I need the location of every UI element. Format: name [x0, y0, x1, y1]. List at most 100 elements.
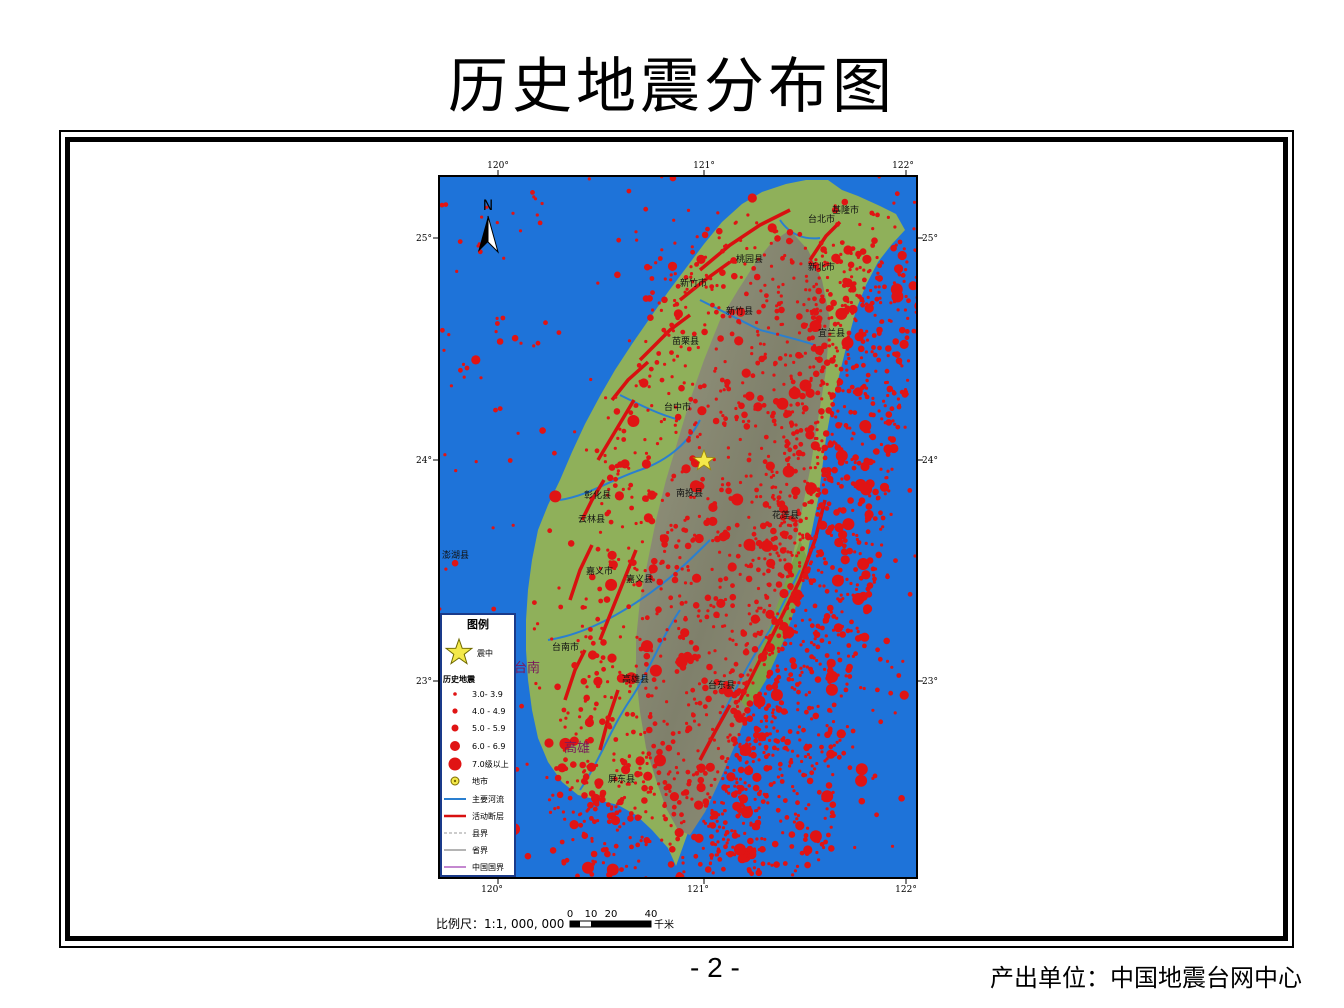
- quake-dot: [646, 751, 652, 757]
- quake-dot: [530, 190, 535, 195]
- quake-dot: [755, 329, 760, 334]
- quake-dot: [610, 815, 621, 826]
- quake-dot: [800, 670, 804, 675]
- quake-dot: [804, 807, 808, 811]
- quake-dot: [692, 719, 697, 723]
- quake-dot: [855, 583, 860, 587]
- quake-dot: [824, 653, 830, 658]
- quake-dot: [669, 273, 673, 277]
- quake-dot: [674, 765, 679, 770]
- quake-dot: [768, 505, 772, 509]
- quake-dot: [662, 679, 666, 683]
- quake-dot: [868, 494, 872, 498]
- quake-dot: [578, 813, 582, 817]
- quake-dot: [808, 618, 812, 622]
- quake-dot: [661, 327, 667, 333]
- quake-dot: [491, 606, 497, 612]
- quake-dot: [856, 540, 862, 545]
- quake-dot: [857, 563, 861, 567]
- quake-dot: [540, 201, 544, 206]
- quake-dot: [770, 527, 777, 535]
- quake-dot: [685, 287, 689, 291]
- quake-dot: [779, 588, 789, 599]
- quake-dot: [771, 418, 777, 424]
- quake-dot: [881, 525, 885, 529]
- quake-dot: [613, 446, 617, 450]
- outer-frame: [59, 130, 1294, 948]
- quake-dot: [725, 487, 732, 495]
- quake-dot: [737, 733, 741, 737]
- quake-dot: [838, 738, 842, 742]
- quake-dot: [700, 476, 705, 482]
- quake-dot: [721, 826, 726, 830]
- quake-dot: [792, 820, 797, 824]
- quake-dot: [829, 392, 836, 399]
- quake-dot: [697, 723, 701, 727]
- quake-dot: [790, 553, 794, 557]
- quake-dot: [716, 211, 720, 215]
- quake-dot: [693, 423, 697, 427]
- quake-dot: [444, 567, 448, 571]
- quake-dot: [601, 861, 606, 865]
- legend-mag-dot: [453, 692, 457, 696]
- quake-dot: [824, 506, 830, 511]
- quake-dot: [828, 731, 833, 735]
- quake-dot: [744, 474, 748, 478]
- quake-dot: [552, 450, 557, 456]
- quake-dot: [868, 434, 873, 438]
- quake-dot: [599, 796, 606, 803]
- legend-mag-dot: [448, 757, 462, 771]
- quake-dot: [802, 303, 806, 307]
- quake-dot: [688, 429, 692, 433]
- quake-dot: [716, 840, 720, 844]
- quake-dot: [496, 338, 504, 345]
- scale-bar: 0 10 20 40 千米: [567, 909, 674, 931]
- quake-dot: [681, 861, 685, 865]
- quake-dot: [796, 313, 803, 320]
- quake-dot: [822, 845, 826, 850]
- quake-dot: [829, 825, 833, 829]
- quake-dot: [772, 781, 776, 785]
- quake-dot: [825, 807, 829, 811]
- quake-dot: [786, 229, 794, 236]
- quake-dot: [872, 488, 879, 496]
- quake-dot: [831, 243, 836, 247]
- quake-dot: [683, 581, 688, 585]
- quake-dot: [644, 661, 649, 667]
- quake-dot: [827, 604, 834, 612]
- quake-dot: [837, 567, 843, 573]
- quake-dot: [674, 405, 678, 409]
- quake-dot: [457, 239, 463, 245]
- quake-dot: [670, 375, 674, 379]
- quake-dot: [847, 674, 853, 679]
- quake-dot: [724, 243, 728, 247]
- quake-dot: [759, 289, 763, 293]
- quake-dot: [879, 482, 890, 492]
- quake-dot: [550, 637, 554, 641]
- quake-dot: [759, 522, 767, 530]
- quake-dot: [879, 319, 885, 324]
- quake-dot: [649, 570, 653, 574]
- quake-dot: [671, 811, 677, 817]
- quake-dot: [648, 575, 654, 580]
- quake-dot: [811, 308, 818, 315]
- quake-dot: [794, 423, 798, 427]
- place-label: 新竹市: [680, 277, 707, 289]
- quake-dot: [646, 408, 650, 412]
- quake-dot: [610, 805, 614, 809]
- quake-dot: [746, 693, 750, 697]
- quake-dot: [809, 641, 814, 645]
- quake-dot: [720, 313, 726, 319]
- quake-dot: [742, 648, 750, 656]
- quake-dot: [864, 303, 874, 313]
- quake-dot: [854, 479, 867, 491]
- quake-dot: [753, 725, 759, 731]
- quake-dot: [753, 738, 759, 744]
- quake-dot: [815, 658, 819, 663]
- quake-dot: [759, 606, 763, 610]
- quake-dot: [679, 821, 684, 825]
- quake-dot: [816, 356, 823, 364]
- quake-dot: [580, 650, 584, 654]
- quake-dot: [820, 625, 825, 631]
- quake-dot: [659, 420, 664, 424]
